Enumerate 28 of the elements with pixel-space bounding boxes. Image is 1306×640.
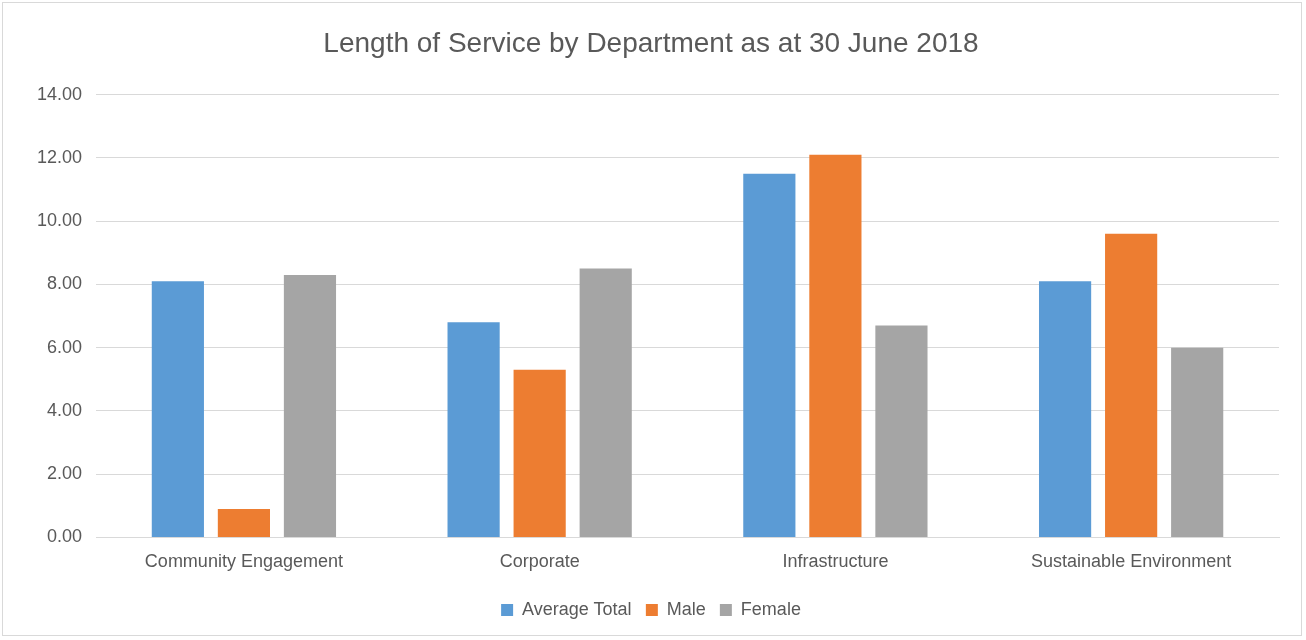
y-tick-label: 10.00 — [37, 210, 83, 231]
y-tick-label: 6.00 — [47, 336, 83, 357]
legend-label: Female — [740, 598, 801, 619]
x-tick-label: Community Engagement — [144, 551, 343, 572]
bar — [579, 268, 632, 537]
bar — [1105, 233, 1158, 537]
bar — [809, 154, 862, 537]
legend-label: Average Total — [522, 598, 632, 619]
y-tick-label: 8.00 — [47, 273, 83, 294]
bar — [513, 369, 566, 537]
bar — [1171, 347, 1224, 537]
y-tick-label: 0.00 — [47, 526, 83, 547]
bar — [283, 274, 337, 537]
bar — [217, 508, 270, 537]
x-tick-label: Corporate — [499, 551, 580, 572]
x-tick-label: Infrastructure — [782, 551, 889, 572]
y-tick-label: 12.00 — [37, 146, 83, 167]
y-tick-label: 4.00 — [47, 399, 83, 420]
bar — [151, 281, 204, 537]
bar — [743, 173, 796, 537]
bar — [447, 322, 500, 537]
chart-title: Length of Service by Department as at 30 June 2018 — [323, 26, 979, 58]
y-tick-label: 2.00 — [47, 463, 83, 484]
y-tick-label: 14.00 — [37, 83, 83, 104]
x-tick-label: Sustainable Environment — [1031, 551, 1232, 572]
legend-label: Male — [666, 598, 706, 619]
bar — [1038, 281, 1092, 537]
bar — [875, 325, 928, 537]
